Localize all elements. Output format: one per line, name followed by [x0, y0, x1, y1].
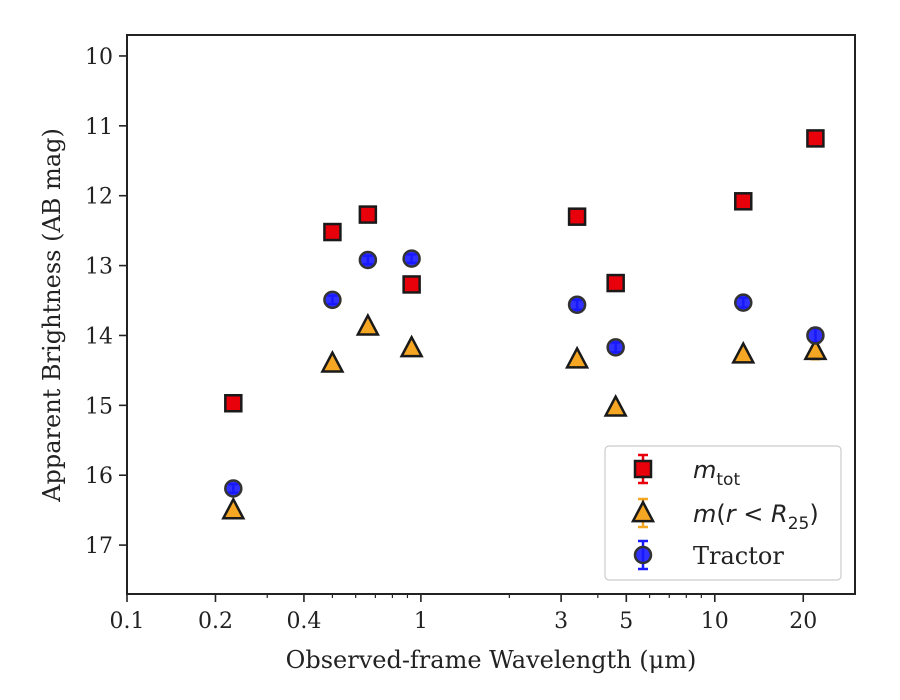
- y-tick-label: 17: [85, 534, 113, 559]
- x-axis-label: Observed-frame Wavelength (μm): [286, 646, 697, 674]
- data-point: [402, 275, 421, 294]
- y-axis-label: Apparent Brightness (AB mag): [38, 128, 66, 503]
- y-tick-label: 10: [85, 45, 113, 70]
- data-points: [221, 129, 828, 520]
- y-tick-label: 14: [85, 324, 113, 349]
- data-point: [402, 249, 421, 268]
- legend-label: Tractor: [693, 542, 784, 570]
- plot-area-border: [126, 34, 856, 595]
- legend-label: mtot: [693, 456, 740, 490]
- x-tick-label: 3: [554, 609, 568, 634]
- data-point: [355, 312, 380, 336]
- y-tick-label: 16: [85, 464, 113, 489]
- legend: mtot m(r < R25) Tractor: [604, 445, 842, 581]
- x-tick-label: 0.4: [286, 609, 321, 634]
- series-1: [221, 312, 828, 520]
- data-point: [358, 250, 378, 270]
- legend-label: m(r < R25): [693, 500, 819, 534]
- data-point: [221, 496, 246, 520]
- y-tick-label: 12: [85, 185, 113, 210]
- series-2: [224, 249, 825, 498]
- x-tick-label: 5: [619, 609, 633, 634]
- series-0: [224, 129, 825, 413]
- data-point: [320, 349, 345, 373]
- legend-marker: [633, 545, 653, 565]
- data-point: [567, 207, 587, 226]
- y-tick-label: 11: [85, 115, 113, 140]
- data-point: [803, 337, 828, 361]
- data-point: [606, 273, 625, 293]
- data-point: [606, 338, 625, 357]
- x-tick-label: 0.2: [198, 609, 233, 634]
- x-tick-label: 1: [414, 609, 428, 634]
- data-point: [323, 290, 342, 310]
- data-point: [323, 222, 342, 242]
- x-tick-label: 0.1: [110, 609, 145, 634]
- x-tick-label: 20: [789, 609, 817, 634]
- data-point: [224, 479, 243, 498]
- data-point: [224, 393, 243, 413]
- data-point: [567, 295, 587, 314]
- data-point: [565, 345, 590, 369]
- plot-frame: [126, 34, 856, 595]
- data-point: [399, 334, 424, 358]
- data-point: [731, 340, 756, 364]
- data-point: [806, 326, 825, 345]
- y-tick-label: 15: [85, 394, 113, 419]
- x-tick-label: 10: [701, 609, 729, 634]
- legend-marker: [633, 459, 653, 479]
- legend-box: [604, 445, 842, 581]
- data-point: [603, 393, 628, 417]
- y-tick-label: 13: [85, 255, 113, 280]
- data-point: [358, 205, 378, 224]
- y-axis: 10 11 12 13 14 15 16 17: [85, 45, 127, 559]
- data-point: [734, 293, 753, 312]
- data-point: [734, 192, 753, 211]
- data-point: [806, 129, 825, 148]
- x-axis: 0.1 0.2 0.4 1 3 5 10 20: [110, 594, 817, 634]
- legend-marker: [630, 499, 656, 523]
